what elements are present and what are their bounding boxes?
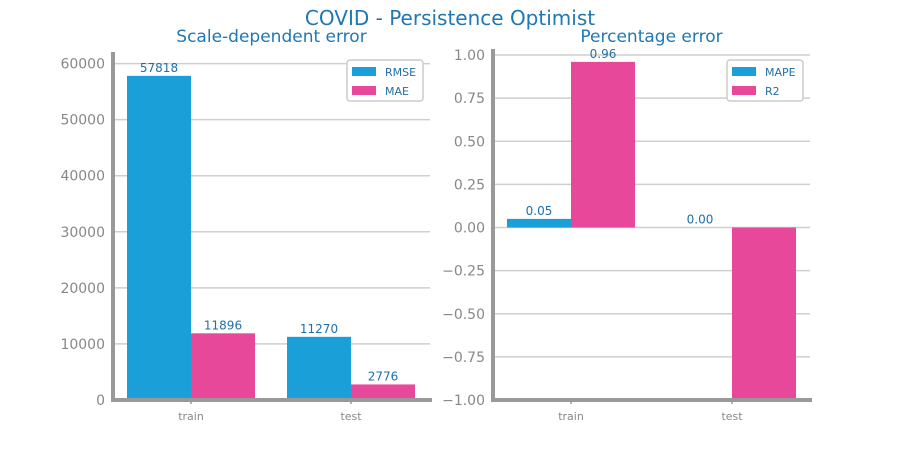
legend-label-rmse: RMSE: [385, 66, 416, 79]
y-tick-label: 60000: [60, 57, 105, 73]
bar-rmse-train: [127, 75, 191, 401]
y-tick-label: 1.00: [454, 48, 485, 64]
y-tick-label: 0.50: [454, 134, 485, 150]
y-tick-label: −1.00: [442, 393, 485, 409]
legend-swatch-mae: [352, 86, 376, 95]
y-tick-label: 0.75: [454, 91, 485, 107]
x-tick-label: train: [558, 410, 584, 423]
data-label: 57818: [140, 61, 178, 75]
y-tick-label: 20000: [60, 281, 105, 297]
legend-swatch-rmse: [352, 67, 376, 76]
y-tick-label: 30000: [60, 225, 105, 241]
y-tick-label: −0.25: [442, 264, 485, 280]
data-label: 0.00: [687, 213, 714, 227]
bar-r2-test: [732, 227, 796, 400]
x-tick-label: test: [340, 410, 362, 423]
x-tick-label: train: [178, 410, 204, 423]
legend-label-r2: R2: [765, 85, 780, 98]
y-tick-label: 50000: [60, 113, 105, 129]
data-label: 2776: [368, 369, 399, 383]
data-label: 11270: [300, 322, 338, 336]
bar-mape-train: [507, 218, 571, 228]
data-label: 11896: [204, 318, 242, 332]
legend-label-mae: MAE: [385, 85, 409, 98]
bar-mae-train: [191, 333, 255, 400]
data-label: 0.96: [590, 47, 617, 61]
y-tick-label: −0.75: [442, 350, 485, 366]
y-tick-label: 0: [96, 393, 105, 409]
subplot-title: Percentage error: [580, 27, 722, 47]
legend-swatch-r2: [732, 86, 756, 95]
y-tick-label: 0.00: [454, 221, 485, 237]
x-tick-label: test: [721, 410, 743, 423]
data-label: 0.05: [526, 204, 553, 218]
bar-rmse-test: [287, 336, 351, 400]
y-tick-label: 40000: [60, 169, 105, 185]
bar-r2-train: [571, 61, 635, 228]
y-tick-label: 10000: [60, 337, 105, 353]
legend-swatch-mape: [732, 67, 756, 76]
subplot-title: Scale-dependent error: [176, 27, 366, 47]
y-tick-label: −0.50: [442, 307, 485, 323]
legend-label-mape: MAPE: [765, 66, 796, 79]
bar-mae-test: [351, 384, 415, 400]
figure-title: COVID - Persistence Optimist: [305, 6, 595, 30]
y-tick-label: 0.25: [454, 177, 485, 193]
